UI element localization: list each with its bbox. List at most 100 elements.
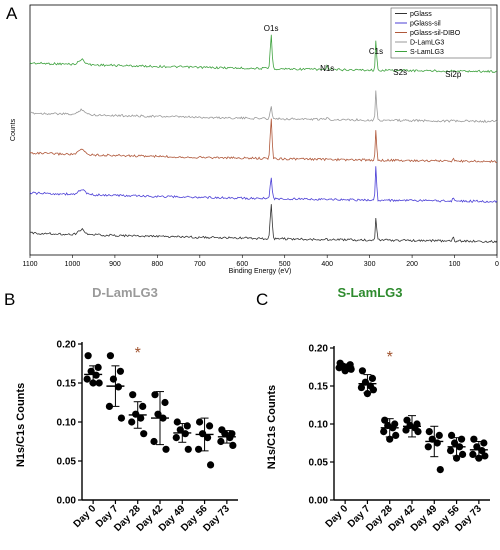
d-lamlg3-data-point xyxy=(109,375,118,383)
s-lamlg3-data-point xyxy=(469,450,477,458)
s-lamlg3-data-point xyxy=(341,367,349,375)
d-lamlg3-data-point xyxy=(89,379,97,387)
d-lamlg3-data-point xyxy=(87,367,95,375)
s-lamlg3-data-point xyxy=(446,447,455,455)
s-lamlg3-data-point xyxy=(481,452,489,460)
xps-trace-pglass-sil-dibo xyxy=(29,118,498,164)
s-lamlg3-y-axis-label: N1s/C1s Counts xyxy=(266,385,278,469)
xps-x-tick-label: 200 xyxy=(406,261,418,268)
s-lamlg3-data-point xyxy=(386,435,394,443)
s-lamlg3-y-tick-label: 0.15 xyxy=(309,382,329,393)
d-lamlg3-data-point xyxy=(195,418,204,426)
s-lamlg3-data-point xyxy=(392,431,400,439)
xps-legend: pGlass pGlass-sil pGlass-sil-DIBO D-LamLG3 S… xyxy=(390,7,492,59)
d-lamlg3-data-point xyxy=(221,430,229,438)
d-lamlg3-data-point xyxy=(94,363,102,371)
xps-trace-pglass xyxy=(29,204,498,243)
s-lamlg3-data-point xyxy=(470,435,478,443)
legend-box xyxy=(390,7,492,59)
d-lamlg3-data-point xyxy=(203,434,212,442)
xps-trace-pglass-sil xyxy=(29,166,498,204)
s-lamlg3-data-point xyxy=(428,435,436,443)
s-lamlg3-data-point xyxy=(478,447,486,455)
x-tick-day-0: Day 0 xyxy=(324,503,351,530)
s-lamlg3-data-point xyxy=(455,443,464,451)
s-lamlg3-data-point xyxy=(369,386,378,394)
d-lamlg3-data-point xyxy=(183,422,191,430)
s-lamlg3-data-point xyxy=(457,435,466,443)
xps-peak-label-c1s: C1s xyxy=(369,47,383,56)
xps-peak-label-n1s: N1s xyxy=(320,64,334,73)
s-lamlg3-y-tick-label: 0.05 xyxy=(309,458,329,469)
xps-x-tick-label: 600 xyxy=(236,261,248,268)
d-lamlg3-data-point xyxy=(172,434,180,442)
d-lamlg3-data-point xyxy=(154,410,162,418)
xps-peak-label-si2p: Si2p xyxy=(445,70,462,79)
xps-peak-label-o1s: O1s xyxy=(264,24,279,33)
d-lamlg3-data-point xyxy=(181,430,189,438)
d-lamlg3-data-point xyxy=(114,383,123,391)
d-lamlg3-data-point xyxy=(139,402,147,410)
d-lamlg3-data-point xyxy=(116,367,125,375)
d-lamlg3-data-point xyxy=(150,437,158,446)
xps-x-axis-label: Binding Energy (eV) xyxy=(229,268,292,275)
s-lamlg3-data-point xyxy=(450,439,459,447)
s-lamlg3-data-point xyxy=(380,428,388,436)
d-lamlg3-data-point xyxy=(176,426,184,434)
d-lamlg3-data-point xyxy=(117,414,126,422)
d-lamlg3-data-point xyxy=(217,437,225,446)
panel-letter-c: C xyxy=(256,290,268,309)
xps-peak-label-s2s: S2s xyxy=(393,68,407,77)
d-lamlg3-data-point xyxy=(206,461,215,469)
xps-peak-annotations: O1s N1s C1s S2s Si2p xyxy=(264,24,462,79)
xps-trace-s-lamlg3 xyxy=(29,34,498,73)
d-lamlg3-data-point xyxy=(162,445,170,453)
d-lamlg3-data-point xyxy=(95,379,103,387)
legend-entry-pglass-sil-dibo: pGlass-sil-DIBO xyxy=(410,30,461,37)
xps-x-axis: 1100 1000 900 800 700 600 500 400 300 200 100 0 xyxy=(22,255,499,268)
xps-x-tick-label: 0 xyxy=(495,261,499,268)
xps-x-tick-label: 500 xyxy=(279,261,291,268)
s-lamlg3-data-point xyxy=(458,450,467,458)
d-lamlg3-data-point xyxy=(198,430,207,438)
s-lamlg3-data-point xyxy=(381,416,389,424)
s-lamlg3-data-point xyxy=(368,374,377,382)
xps-y-axis-label: Counts xyxy=(10,118,17,141)
s-lamlg3-y-tick-label: 0.00 xyxy=(309,496,329,507)
s-lamlg3-data-point xyxy=(402,426,410,434)
d-lamlg3-data-point xyxy=(173,418,181,426)
d-lamlg3-dot-plot: D-LamLG3 N1s/C1s Counts 0.00 0.05 0.10 0.15… xyxy=(15,285,238,534)
s-lamlg3-data-point xyxy=(414,428,422,436)
d-lamlg3-data-point xyxy=(106,352,115,360)
xps-x-tick-label: 300 xyxy=(364,261,376,268)
s-lamlg3-data-point xyxy=(358,367,367,375)
s-lamlg3-data-point xyxy=(357,383,366,392)
xps-x-tick-label: 1100 xyxy=(22,261,37,268)
s-lamlg3-data-point xyxy=(452,454,461,462)
d-lamlg3-data-point xyxy=(83,375,91,383)
s-lamlg3-data-point xyxy=(347,365,355,373)
d-lamlg3-data-point xyxy=(137,414,145,422)
s-lamlg3-data-point xyxy=(475,454,483,462)
s-lamlg3-data-point xyxy=(363,390,372,398)
s-lamlg3-data-point xyxy=(480,439,488,447)
d-lamlg3-data-point xyxy=(205,422,214,430)
legend-entry-pglass: pGlass xyxy=(410,11,432,18)
s-lamlg3-dot-plot: S-LamLG3 N1s/C1s Counts 0.00 0.05 0.10 0.15… xyxy=(266,285,490,534)
d-lamlg3-data-point xyxy=(159,414,167,422)
d-lamlg3-data-point xyxy=(129,391,137,399)
d-lamlg3-data-point xyxy=(84,352,92,360)
d-lamlg3-data-point xyxy=(140,430,148,438)
panel-letter-b: B xyxy=(4,290,15,309)
s-lamlg3-data-point xyxy=(335,364,343,372)
s-lamlg3-data-point xyxy=(361,378,370,386)
d-lamlg3-y-tick-label: 0.00 xyxy=(57,496,77,507)
xps-x-tick-label: 100 xyxy=(449,261,461,268)
xps-traces xyxy=(29,34,498,243)
s-lamlg3-y-tick-label: 0.10 xyxy=(309,420,329,431)
s-lamlg3-significance-star: * xyxy=(387,349,393,366)
xps-x-tick-label: 800 xyxy=(152,261,164,268)
s-lamlg3-data-point xyxy=(389,424,397,432)
